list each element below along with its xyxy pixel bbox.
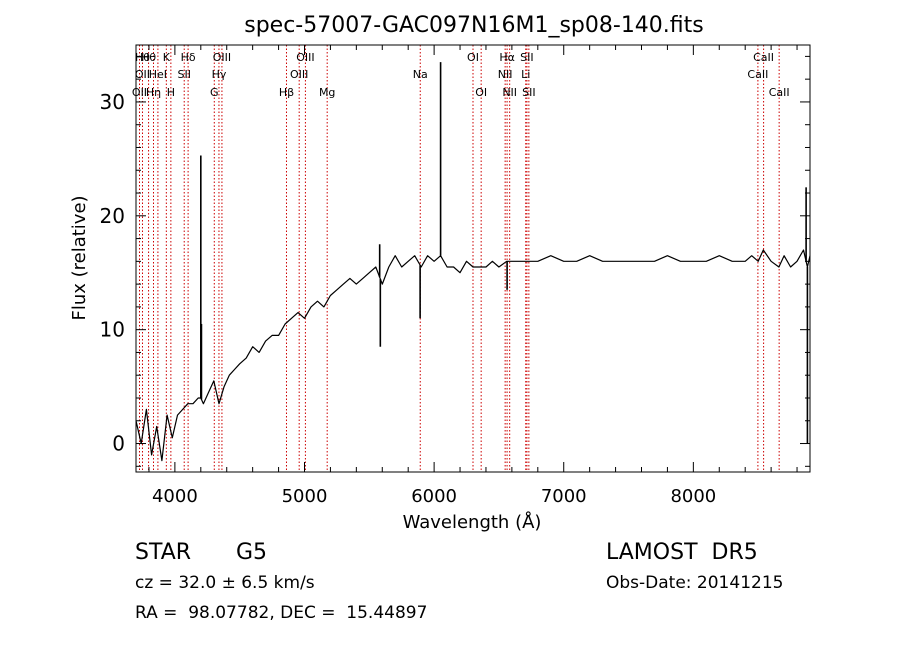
observation-date: Obs-Date: 20141215 bbox=[606, 573, 784, 593]
x-tick-label: 4000 bbox=[152, 486, 198, 507]
chart-title: spec-57007-GAC097N16M1_sp08-140.fits bbox=[244, 13, 704, 38]
object-class: STAR bbox=[135, 540, 192, 565]
y-axis-label: Flux (relative) bbox=[69, 195, 90, 320]
y-tick-label: 20 bbox=[100, 204, 125, 228]
spectrum-line bbox=[135, 249, 811, 462]
x-tick-label: 8000 bbox=[670, 486, 716, 507]
y-tick-label: 0 bbox=[112, 432, 125, 456]
line-label: K bbox=[163, 51, 171, 64]
line-label: OII bbox=[132, 86, 147, 99]
survey-release: LAMOST DR5 bbox=[606, 540, 758, 565]
spectral-features bbox=[200, 62, 809, 444]
line-label: HeI bbox=[149, 68, 167, 81]
line-label: NII bbox=[498, 68, 513, 81]
line-labels: OIIHθOIIHθHηHeIKHSIIHδGHγOIIIHβOIIIOIIIM… bbox=[132, 51, 790, 99]
line-markers bbox=[138, 45, 780, 472]
line-label: CaII bbox=[753, 51, 774, 64]
x-tick-label: 5000 bbox=[282, 486, 328, 507]
line-label: SII bbox=[522, 86, 535, 99]
line-label: G bbox=[210, 86, 219, 99]
x-axis-label: Wavelength (Å) bbox=[403, 511, 542, 533]
line-label: OIII bbox=[213, 51, 231, 64]
line-label: Hη bbox=[146, 86, 161, 99]
x-axis-ticks: 4000 5000 6000 7000 8000 bbox=[148, 45, 798, 507]
line-label: Hθ bbox=[141, 51, 156, 64]
y-axis-ticks: 0 10 20 30 bbox=[100, 55, 810, 467]
line-label: CaII bbox=[769, 86, 790, 99]
x-tick-label: 6000 bbox=[411, 486, 457, 507]
line-label: Hθ bbox=[135, 51, 150, 64]
line-label: Na bbox=[413, 68, 428, 81]
line-label: Hδ bbox=[181, 51, 196, 64]
line-label: OIII bbox=[290, 68, 308, 81]
line-label: NII bbox=[502, 86, 517, 99]
line-label: H bbox=[167, 86, 175, 99]
line-label: OI bbox=[475, 86, 487, 99]
line-label: Mg bbox=[319, 86, 335, 99]
line-label: OII bbox=[135, 68, 150, 81]
plot-frame bbox=[135, 44, 811, 473]
line-label: SII bbox=[177, 68, 190, 81]
line-label: Hγ bbox=[212, 68, 227, 81]
line-label: OI bbox=[467, 51, 479, 64]
line-label: Hβ bbox=[279, 86, 294, 99]
line-label: OIII bbox=[296, 51, 314, 64]
y-tick-label: 10 bbox=[100, 318, 125, 342]
object-subclass: G5 bbox=[236, 540, 268, 565]
line-label: CaII bbox=[747, 68, 768, 81]
y-tick-label: 30 bbox=[100, 90, 125, 114]
line-label: Hα bbox=[499, 51, 515, 64]
x-tick-label: 7000 bbox=[541, 486, 587, 507]
line-label: Li bbox=[521, 68, 530, 81]
line-label: SII bbox=[520, 51, 533, 64]
coordinates: RA = 98.07782, DEC = 15.44897 bbox=[135, 603, 428, 623]
redshift-velocity: cz = 32.0 ± 6.5 km/s bbox=[135, 573, 315, 593]
